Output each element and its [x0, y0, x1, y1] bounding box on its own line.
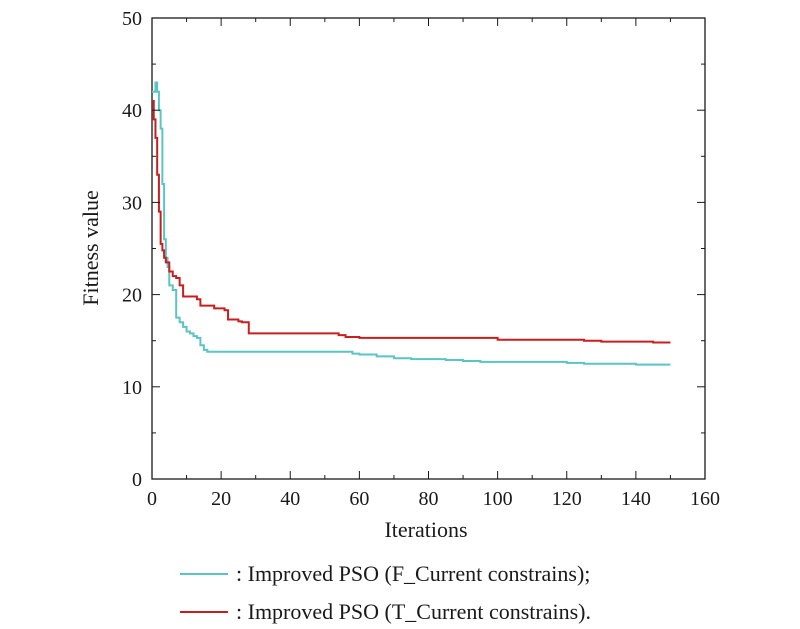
- series-line-f-current: [152, 81, 671, 366]
- x-tick-label: 40: [280, 488, 300, 510]
- axis-ticks: [151, 17, 706, 480]
- plot-border: [151, 17, 706, 480]
- series-line-t-current: [152, 99, 671, 344]
- x-tick-label: 60: [349, 488, 369, 510]
- y-tick-label: 10: [122, 377, 142, 399]
- y-tick-label: 30: [122, 192, 142, 214]
- x-tick-label: 120: [552, 488, 582, 510]
- x-tick-label: 0: [147, 488, 157, 510]
- series-lines: [152, 81, 671, 366]
- x-tick-label: 80: [419, 488, 439, 510]
- plot-frame: [151, 17, 706, 480]
- tick-labels: 0 20 40 60 80 100 120 140 160 0 10 20 30 40 50: [122, 8, 720, 510]
- legend: : Improved PSO (F_Current constrains); :…: [180, 561, 591, 624]
- y-tick-label: 50: [122, 8, 142, 30]
- x-tick-label: 140: [621, 488, 651, 510]
- y-tick-label: 20: [122, 285, 142, 307]
- y-axis-title: Fitness value: [78, 190, 103, 306]
- x-axis-title: Iterations: [384, 517, 467, 542]
- y-tick-label: 40: [122, 100, 142, 122]
- x-tick-label: 160: [690, 488, 720, 510]
- y-tick-label: 0: [132, 469, 142, 491]
- x-tick-label: 20: [211, 488, 231, 510]
- legend-label-t-current: : Improved PSO (T_Current constrains).: [236, 599, 591, 624]
- legend-label-f-current: : Improved PSO (F_Current constrains);: [236, 561, 590, 586]
- x-tick-label: 100: [483, 488, 513, 510]
